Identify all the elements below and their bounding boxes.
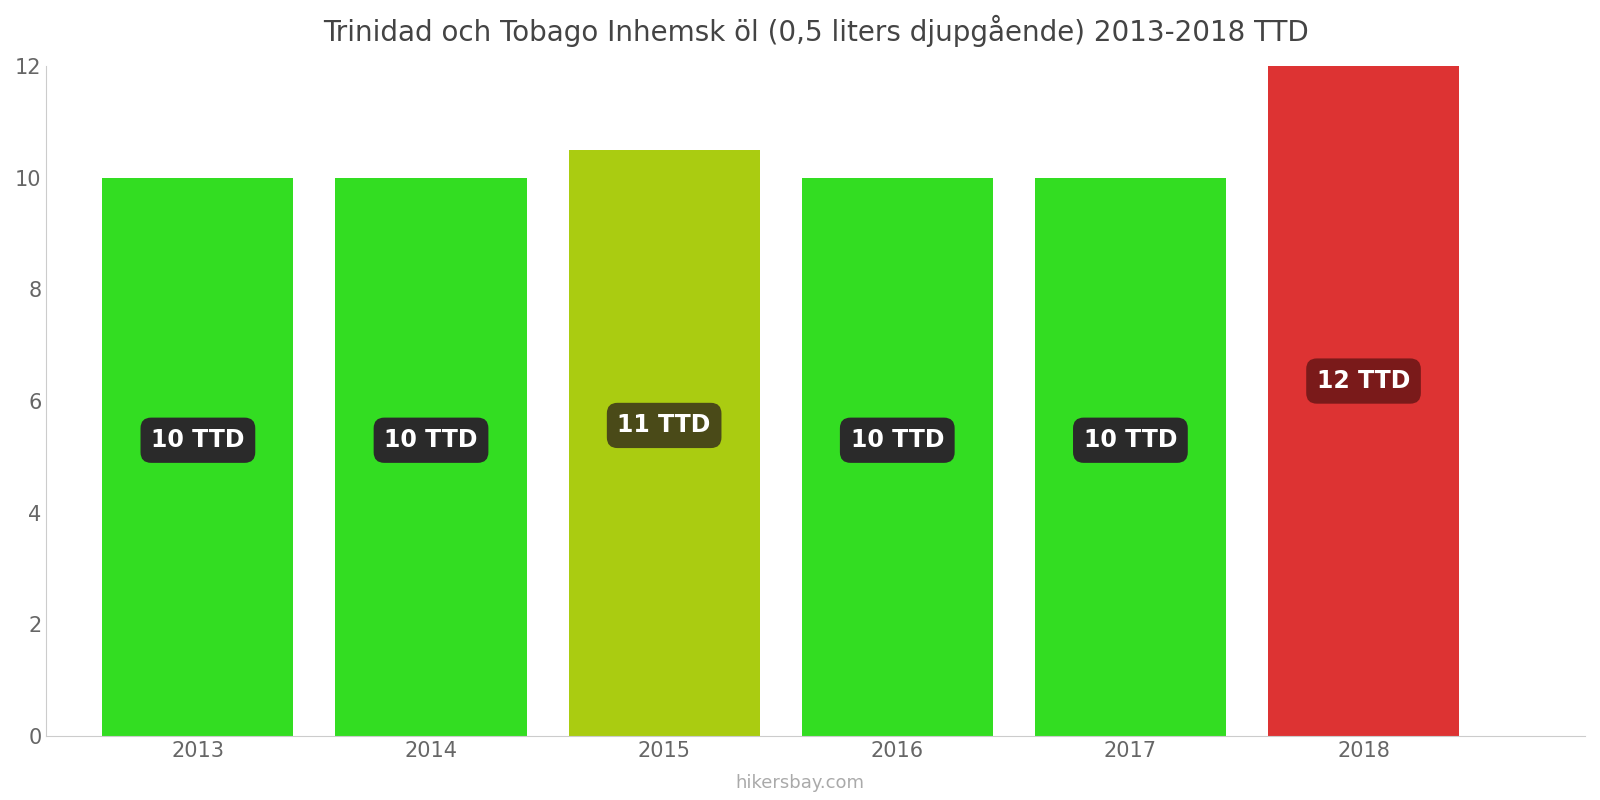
Bar	[102, 178, 293, 736]
Bar	[568, 150, 760, 736]
Bar	[1267, 66, 1459, 736]
Text: 12 TTD: 12 TTD	[1317, 369, 1410, 393]
Title: Trinidad och Tobago Inhemsk öl (0,5 liters djupgående) 2013-2018 TTD: Trinidad och Tobago Inhemsk öl (0,5 lite…	[323, 15, 1309, 47]
Text: hikersbay.com: hikersbay.com	[736, 774, 864, 792]
Text: 10 TTD: 10 TTD	[851, 428, 944, 452]
Bar	[802, 178, 994, 736]
Text: 10 TTD: 10 TTD	[150, 428, 245, 452]
Bar	[1035, 178, 1226, 736]
Text: 10 TTD: 10 TTD	[384, 428, 478, 452]
Text: 10 TTD: 10 TTD	[1083, 428, 1178, 452]
Text: 11 TTD: 11 TTD	[618, 414, 710, 438]
Bar	[336, 178, 526, 736]
